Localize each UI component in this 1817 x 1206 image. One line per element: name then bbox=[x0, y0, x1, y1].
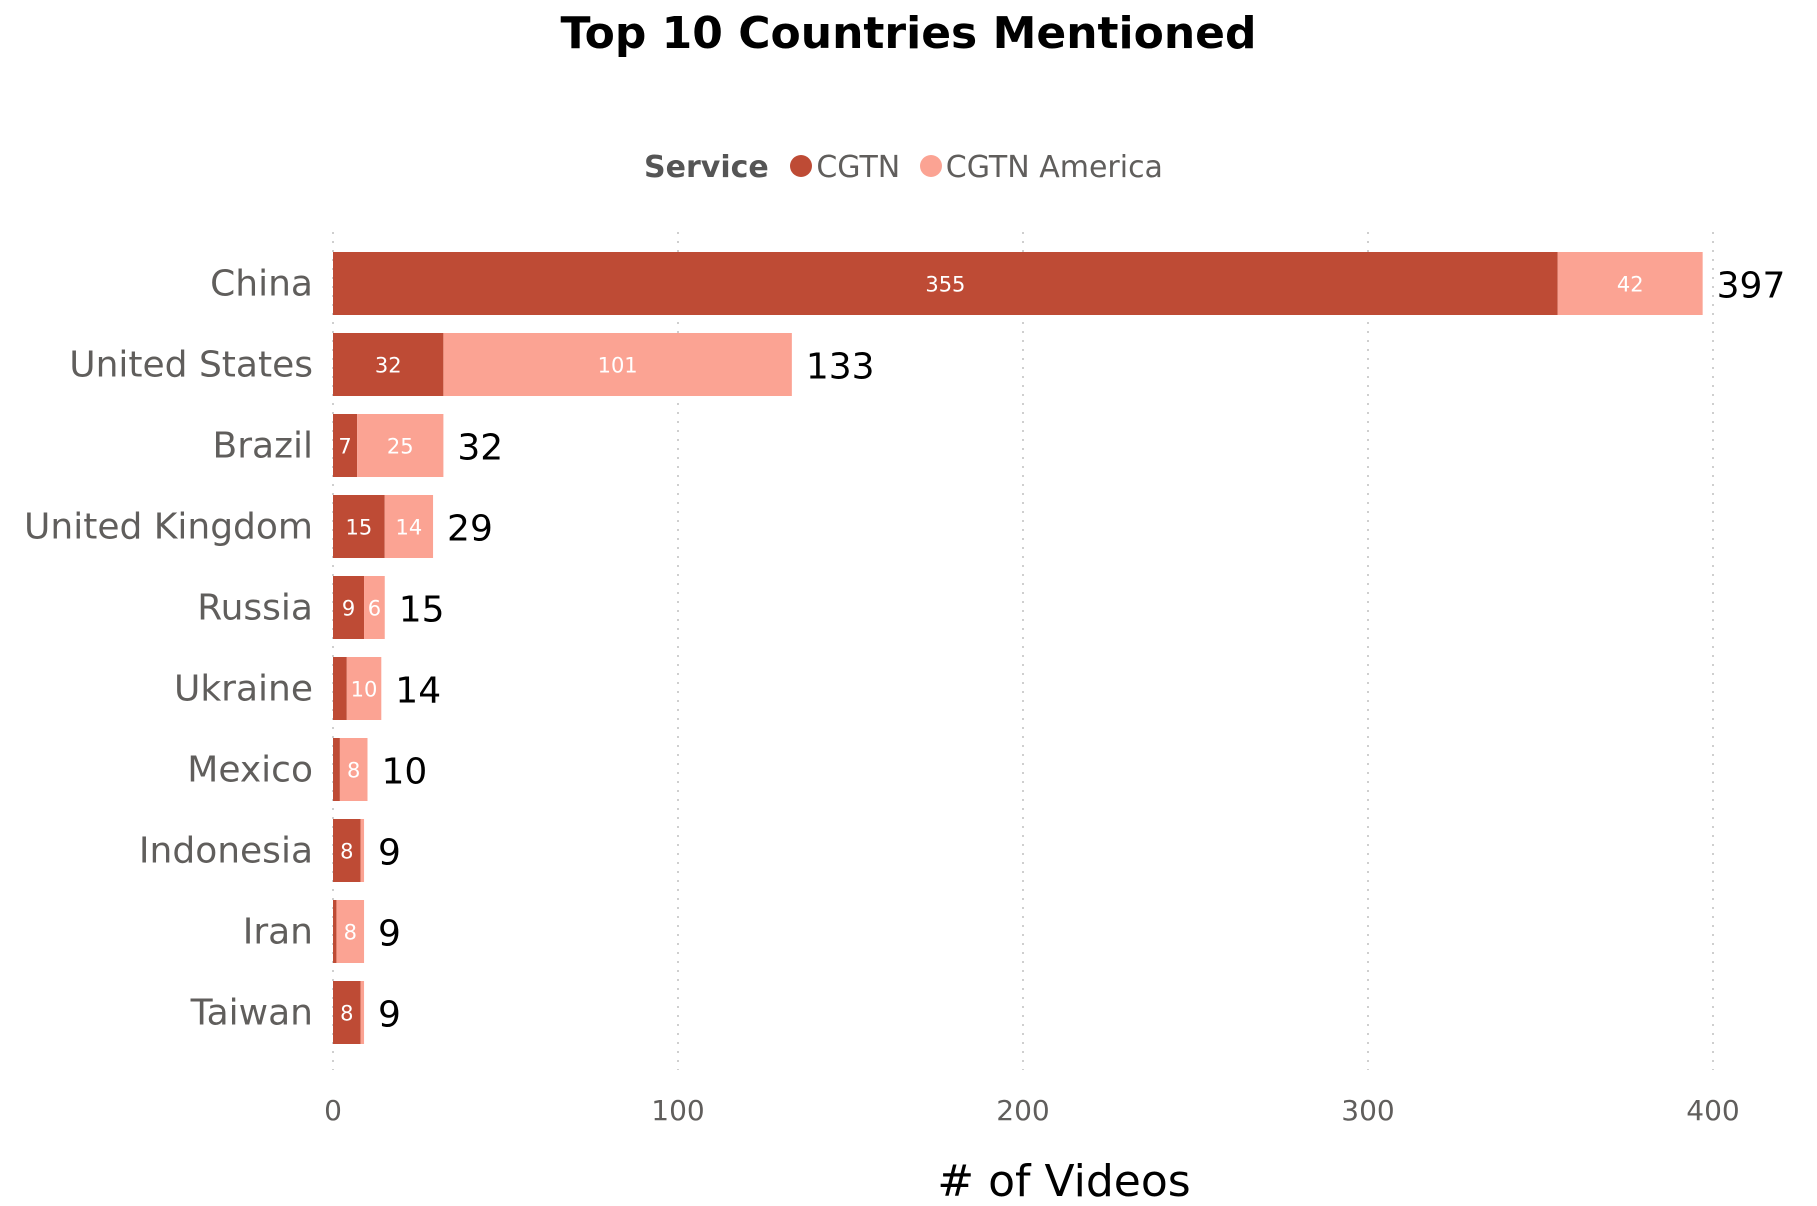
total-value-label: 397 bbox=[1717, 266, 1786, 307]
bar-segment[interactable] bbox=[443, 333, 792, 396]
category-label: Brazil bbox=[213, 426, 313, 467]
bar-segment[interactable] bbox=[333, 900, 337, 963]
bar-segment[interactable] bbox=[333, 738, 340, 801]
bar-segment[interactable] bbox=[333, 576, 365, 639]
bar-segment[interactable] bbox=[333, 819, 361, 882]
legend: Service CGTN CGTN America bbox=[0, 150, 1817, 185]
bar-segment[interactable] bbox=[336, 900, 365, 963]
x-tick-label: 100 bbox=[651, 1094, 704, 1127]
x-axis-title: # of Videos bbox=[937, 1156, 1190, 1206]
bar-segment[interactable] bbox=[360, 981, 365, 1044]
bar-segment[interactable] bbox=[333, 252, 1558, 315]
category-label: Iran bbox=[243, 912, 313, 953]
x-tick-label: 0 bbox=[324, 1094, 342, 1127]
bar-segment[interactable] bbox=[357, 414, 444, 477]
bar-segment[interactable] bbox=[346, 657, 382, 720]
segment-value-label: 8 bbox=[344, 921, 357, 945]
segment-value-label: 355 bbox=[925, 273, 965, 297]
bar-segment[interactable] bbox=[339, 738, 368, 801]
category-label: United Kingdom bbox=[24, 507, 313, 548]
total-value-label: 133 bbox=[806, 347, 875, 388]
segment-value-label: 6 bbox=[368, 597, 381, 621]
bar-segment[interactable] bbox=[360, 819, 365, 882]
segment-value-label: 15 bbox=[346, 516, 373, 540]
legend-swatch-cgtn bbox=[790, 154, 813, 177]
segment-value-label: 8 bbox=[340, 840, 353, 864]
x-tick-label: 400 bbox=[1686, 1094, 1739, 1127]
legend-item-cgtn[interactable]: CGTN bbox=[790, 150, 900, 185]
segment-value-label: 9 bbox=[342, 597, 355, 621]
category-label: Russia bbox=[197, 588, 313, 629]
segment-value-label: 8 bbox=[340, 1002, 353, 1026]
segment-value-label: 10 bbox=[351, 678, 378, 702]
legend-label-cgtn-america: CGTN America bbox=[945, 150, 1163, 185]
total-value-label: 15 bbox=[399, 590, 445, 631]
segment-value-label: 7 bbox=[338, 435, 351, 459]
category-label: Indonesia bbox=[139, 831, 313, 872]
segment-value-label: 42 bbox=[1617, 273, 1644, 297]
category-label: Taiwan bbox=[190, 993, 313, 1034]
bar-segment[interactable] bbox=[333, 495, 385, 558]
bars bbox=[333, 252, 1703, 1044]
total-value-label: 32 bbox=[457, 428, 503, 469]
bar-segment[interactable] bbox=[333, 333, 444, 396]
bar-segment[interactable] bbox=[1557, 252, 1703, 315]
total-value-label: 9 bbox=[378, 995, 401, 1036]
bar-segment[interactable] bbox=[333, 414, 358, 477]
x-tick-label: 200 bbox=[996, 1094, 1049, 1127]
total-value-label: 14 bbox=[395, 671, 441, 712]
category-label: United States bbox=[69, 345, 313, 386]
legend-title: Service bbox=[644, 150, 769, 185]
segment-value-label: 25 bbox=[387, 435, 414, 459]
bar-segment[interactable] bbox=[333, 981, 361, 1044]
category-label: China bbox=[210, 264, 313, 305]
legend-label-cgtn: CGTN bbox=[816, 150, 901, 185]
total-value-label: 29 bbox=[447, 509, 493, 550]
category-label: Mexico bbox=[187, 750, 313, 791]
legend-swatch-cgtn-america bbox=[919, 154, 942, 177]
bar-segment[interactable] bbox=[333, 657, 347, 720]
segment-value-label: 14 bbox=[396, 516, 423, 540]
category-label: Ukraine bbox=[174, 669, 313, 710]
bar-segment[interactable] bbox=[364, 576, 385, 639]
bar-segment[interactable] bbox=[384, 495, 434, 558]
total-value-label: 9 bbox=[378, 833, 401, 874]
legend-item-cgtn-america[interactable]: CGTN America bbox=[919, 150, 1163, 185]
chart-title: Top 10 Countries Mentioned bbox=[560, 8, 1257, 59]
total-value-label: 9 bbox=[378, 914, 401, 955]
segment-value-label: 8 bbox=[347, 759, 360, 783]
labels: 0 100 200 300 400 China 355 42 397 United States 3… bbox=[24, 264, 1785, 1128]
segment-value-label: 101 bbox=[598, 354, 638, 378]
x-tick-label: 300 bbox=[1341, 1094, 1394, 1127]
segment-value-label: 32 bbox=[375, 354, 402, 378]
total-value-label: 10 bbox=[382, 752, 428, 793]
